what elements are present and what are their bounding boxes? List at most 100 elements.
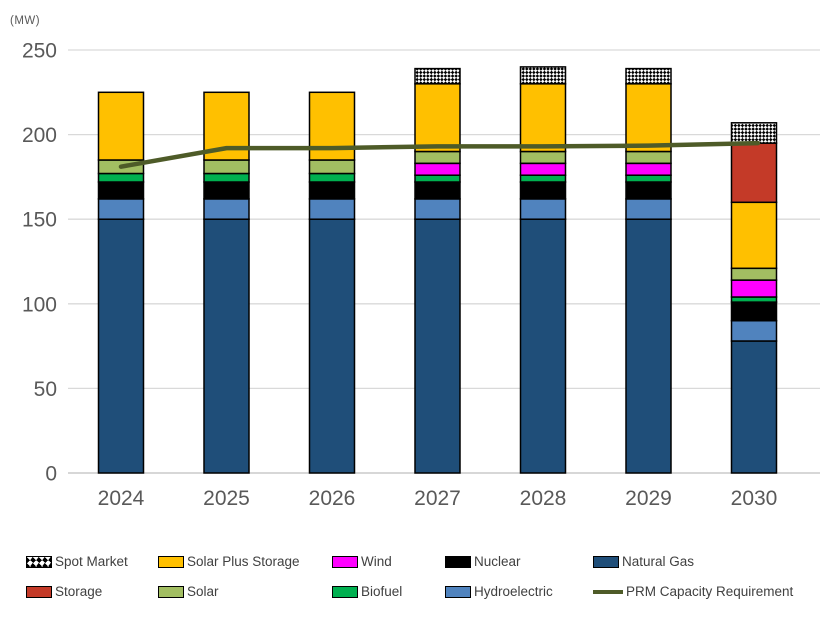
- bar-segment-biofuel: [519, 174, 567, 183]
- bar-segment-solar: [519, 150, 567, 165]
- bar-segment-spot-market: [519, 66, 567, 85]
- legend-pattern-swatch: [26, 555, 52, 568]
- y-tick-label: 50: [34, 378, 57, 401]
- prm-capacity-requirement-line: [118, 140, 761, 169]
- chart-svg: (MW) 0 50 100 150 200 250 2024 2025 2026 2027 2028 2…: [10, 15, 820, 510]
- y-tick-label: 200: [22, 124, 57, 147]
- legend-label: PRM Capacity Requirement: [626, 584, 794, 599]
- bar-segment-solar: [414, 150, 461, 165]
- bar-segment-biofuel: [97, 172, 145, 183]
- bar-segment-solar: [730, 267, 778, 281]
- bar-segment-hydroelectric: [625, 198, 672, 220]
- y-tick-label: 100: [22, 293, 57, 316]
- x-tick-label: 2024: [98, 487, 145, 510]
- bar-segment-biofuel: [730, 296, 778, 303]
- legend-color-swatch: [158, 585, 184, 598]
- bar-segment-nuclear: [203, 181, 250, 200]
- legend-item-prm-capacity-requirement: PRM Capacity Requirement: [593, 583, 816, 600]
- y-tick-label: 0: [45, 463, 57, 486]
- legend-item-spot-market: Spot Market: [26, 553, 158, 570]
- bar-segment-natural-gas: [730, 340, 778, 474]
- legend-item-biofuel: Biofuel: [332, 583, 445, 600]
- bar-segment-natural-gas: [203, 218, 250, 474]
- bar-segment-spot-market: [625, 67, 672, 85]
- legend-color-swatch: [332, 555, 358, 568]
- bar-segment-solar-plus-storage: [97, 91, 145, 161]
- legend-label: Natural Gas: [622, 554, 695, 569]
- bar-segment-wind: [414, 162, 461, 176]
- legend-label: Storage: [55, 584, 103, 599]
- bar-2029: [625, 67, 672, 474]
- bar-segment-biofuel: [414, 174, 461, 183]
- bar-segment-wind: [519, 162, 567, 176]
- legend-label: Solar Plus Storage: [187, 554, 300, 569]
- legend-label: Nuclear: [474, 554, 521, 569]
- x-tick-label: 2027: [414, 487, 461, 510]
- bar-segment-wind: [625, 162, 672, 176]
- legend-label: Solar: [187, 584, 219, 599]
- legend-item-hydroelectric: Hydroelectric: [445, 583, 593, 600]
- x-tick-label: 2025: [203, 487, 250, 510]
- bar-segment-hydroelectric: [519, 198, 567, 220]
- bar-2026: [308, 91, 356, 474]
- bar-segment-natural-gas: [414, 218, 461, 474]
- x-tick-label: 2026: [309, 487, 356, 510]
- bar-segment-biofuel: [203, 172, 250, 183]
- legend-color-swatch: [158, 555, 184, 568]
- legend-label: Biofuel: [361, 584, 403, 599]
- bar-segment-biofuel: [308, 172, 356, 183]
- bar-segment-nuclear: [97, 181, 145, 200]
- legend-color-swatch: [445, 585, 471, 598]
- bar-segment-spot-market: [414, 67, 461, 85]
- legend-label: Hydroelectric: [474, 584, 553, 599]
- legend-item-wind: Wind: [332, 553, 445, 570]
- legend-label: Spot Market: [55, 554, 128, 569]
- chart-legend: Spot Market Solar Plus Storage Wind Nuclear…: [26, 553, 816, 600]
- bar-segment-solar-plus-storage: [625, 83, 672, 153]
- bar-2027: [414, 67, 461, 474]
- bar-segment-solar-plus-storage: [730, 201, 778, 270]
- y-axis-unit-label: (MW): [10, 15, 40, 27]
- bar-segment-natural-gas: [625, 218, 672, 474]
- bar-segment-spot-market: [730, 122, 778, 144]
- bar-segment-biofuel: [625, 174, 672, 183]
- x-tick-label: 2030: [731, 487, 778, 510]
- bar-segment-hydroelectric: [414, 198, 461, 220]
- bar-segment-nuclear: [625, 181, 672, 200]
- bar-segment-natural-gas: [519, 218, 567, 474]
- bar-segment-natural-gas: [308, 218, 356, 474]
- x-tick-label: 2029: [625, 487, 672, 510]
- legend-item-solar-plus-storage: Solar Plus Storage: [158, 553, 332, 570]
- legend-item-storage: Storage: [26, 583, 158, 600]
- bar-segment-hydroelectric: [308, 198, 356, 220]
- bar-segment-wind: [730, 279, 778, 298]
- legend-color-swatch: [26, 585, 52, 598]
- bar-segment-nuclear: [414, 181, 461, 200]
- legend-item-natural-gas: Natural Gas: [593, 553, 816, 570]
- legend-color-swatch: [593, 555, 619, 568]
- x-tick-label: 2028: [520, 487, 567, 510]
- legend-item-nuclear: Nuclear: [445, 553, 593, 570]
- y-tick-label: 250: [22, 40, 57, 63]
- legend-line-swatch: [593, 589, 623, 594]
- bar-segment-hydroelectric: [730, 319, 778, 342]
- bar-2025: [203, 91, 250, 474]
- legend-item-solar: Solar: [158, 583, 332, 600]
- bar-segment-natural-gas: [97, 218, 145, 474]
- bar-segment-hydroelectric: [203, 198, 250, 220]
- bar-segment-hydroelectric: [97, 198, 145, 220]
- bar-segment-storage: [730, 142, 778, 204]
- bar-segment-solar: [203, 159, 250, 175]
- bar-segment-nuclear: [308, 181, 356, 200]
- bar-segment-solar: [308, 159, 356, 175]
- bar-segment-nuclear: [519, 181, 567, 200]
- legend-color-swatch: [445, 555, 471, 568]
- y-tick-label: 150: [22, 209, 57, 232]
- bar-2024: [97, 91, 145, 474]
- bar-2028: [519, 66, 567, 474]
- legend-label: Wind: [361, 554, 392, 569]
- bar-2030: [730, 122, 778, 474]
- bar-segment-solar: [625, 150, 672, 165]
- bar-segment-solar-plus-storage: [414, 83, 461, 153]
- capacity-stacked-bar-chart: (MW) 0 50 100 150 200 250 2024 2025 2026 2027 2028 2…: [10, 15, 820, 510]
